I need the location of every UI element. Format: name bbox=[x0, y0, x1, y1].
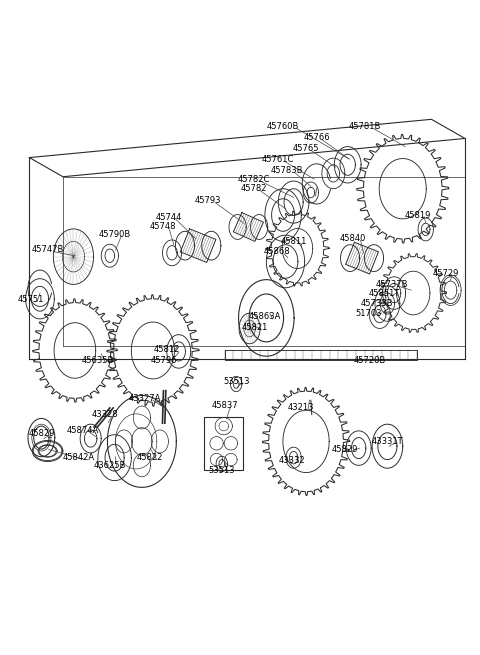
Text: 45747B: 45747B bbox=[31, 246, 64, 254]
Text: 45811: 45811 bbox=[280, 237, 307, 246]
Text: 45783B: 45783B bbox=[271, 166, 303, 176]
Text: 45782: 45782 bbox=[240, 184, 267, 193]
Text: 45863A: 45863A bbox=[249, 312, 281, 322]
Text: 45829: 45829 bbox=[331, 445, 358, 454]
FancyBboxPatch shape bbox=[204, 417, 243, 470]
Text: 45874A: 45874A bbox=[67, 426, 99, 435]
Text: 45821: 45821 bbox=[241, 323, 267, 332]
Text: 45793: 45793 bbox=[194, 196, 221, 205]
Text: 51703: 51703 bbox=[355, 309, 382, 318]
Text: 45822: 45822 bbox=[137, 453, 163, 462]
Text: 45760B: 45760B bbox=[267, 122, 299, 131]
Text: 45635B: 45635B bbox=[81, 356, 114, 365]
Text: 45737B: 45737B bbox=[376, 280, 408, 289]
Text: 43328: 43328 bbox=[92, 410, 119, 419]
Text: 45766: 45766 bbox=[303, 134, 330, 143]
Text: 43327A: 43327A bbox=[129, 394, 161, 403]
Text: 45720B: 45720B bbox=[354, 356, 386, 365]
Text: 45751: 45751 bbox=[17, 295, 44, 304]
Text: 45812: 45812 bbox=[154, 345, 180, 354]
Text: 43332: 43332 bbox=[278, 456, 305, 465]
Text: 45765: 45765 bbox=[293, 145, 319, 153]
Text: 45837: 45837 bbox=[211, 401, 238, 409]
Text: 45744: 45744 bbox=[156, 213, 182, 222]
Text: 45829: 45829 bbox=[28, 429, 55, 438]
Text: 43213: 43213 bbox=[288, 403, 314, 413]
Text: 43625B: 43625B bbox=[94, 461, 126, 470]
Text: 45790B: 45790B bbox=[98, 230, 131, 238]
Text: 45840: 45840 bbox=[340, 234, 366, 243]
Text: 45781B: 45781B bbox=[348, 122, 381, 131]
Text: 53513: 53513 bbox=[223, 377, 250, 386]
Text: 45748: 45748 bbox=[149, 223, 176, 231]
Text: 45796: 45796 bbox=[150, 356, 177, 365]
Text: 45782C: 45782C bbox=[237, 175, 270, 183]
Text: 45851T: 45851T bbox=[369, 290, 400, 299]
Text: 45819: 45819 bbox=[405, 210, 431, 219]
Text: 45729: 45729 bbox=[432, 269, 459, 278]
Text: 45733B: 45733B bbox=[360, 299, 393, 308]
Text: 43331T: 43331T bbox=[372, 437, 403, 446]
Text: 45842A: 45842A bbox=[62, 453, 94, 462]
Text: 45868: 45868 bbox=[264, 248, 291, 256]
Text: 53513: 53513 bbox=[209, 466, 235, 475]
Text: 45761C: 45761C bbox=[262, 155, 294, 164]
